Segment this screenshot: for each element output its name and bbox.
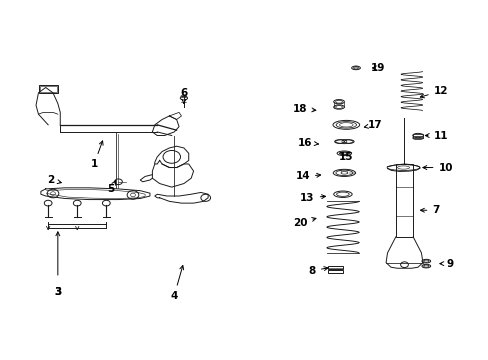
Bar — [41, 86, 57, 92]
Bar — [327, 270, 343, 273]
Text: 6: 6 — [180, 88, 187, 104]
Text: 17: 17 — [364, 120, 382, 130]
Text: 2: 2 — [47, 175, 61, 185]
Text: 19: 19 — [370, 63, 384, 73]
Text: 14: 14 — [295, 171, 320, 181]
Text: 16: 16 — [297, 138, 318, 148]
Text: 13: 13 — [300, 193, 325, 203]
Text: 12: 12 — [420, 86, 447, 98]
Text: 4: 4 — [170, 266, 183, 301]
Text: 10: 10 — [422, 163, 452, 172]
Text: 1: 1 — [90, 141, 103, 169]
Text: 5: 5 — [107, 181, 115, 194]
Text: 7: 7 — [420, 205, 439, 215]
Text: 15: 15 — [338, 152, 353, 162]
Bar — [412, 134, 423, 138]
Text: 11: 11 — [425, 131, 447, 140]
Bar — [39, 85, 58, 93]
Text: 9: 9 — [439, 258, 453, 269]
Text: 3: 3 — [54, 287, 61, 297]
Bar — [327, 266, 343, 269]
Text: 3: 3 — [54, 287, 61, 297]
Bar — [395, 164, 412, 237]
Text: 18: 18 — [292, 104, 315, 114]
Text: 20: 20 — [292, 217, 315, 228]
Text: 8: 8 — [308, 266, 327, 276]
